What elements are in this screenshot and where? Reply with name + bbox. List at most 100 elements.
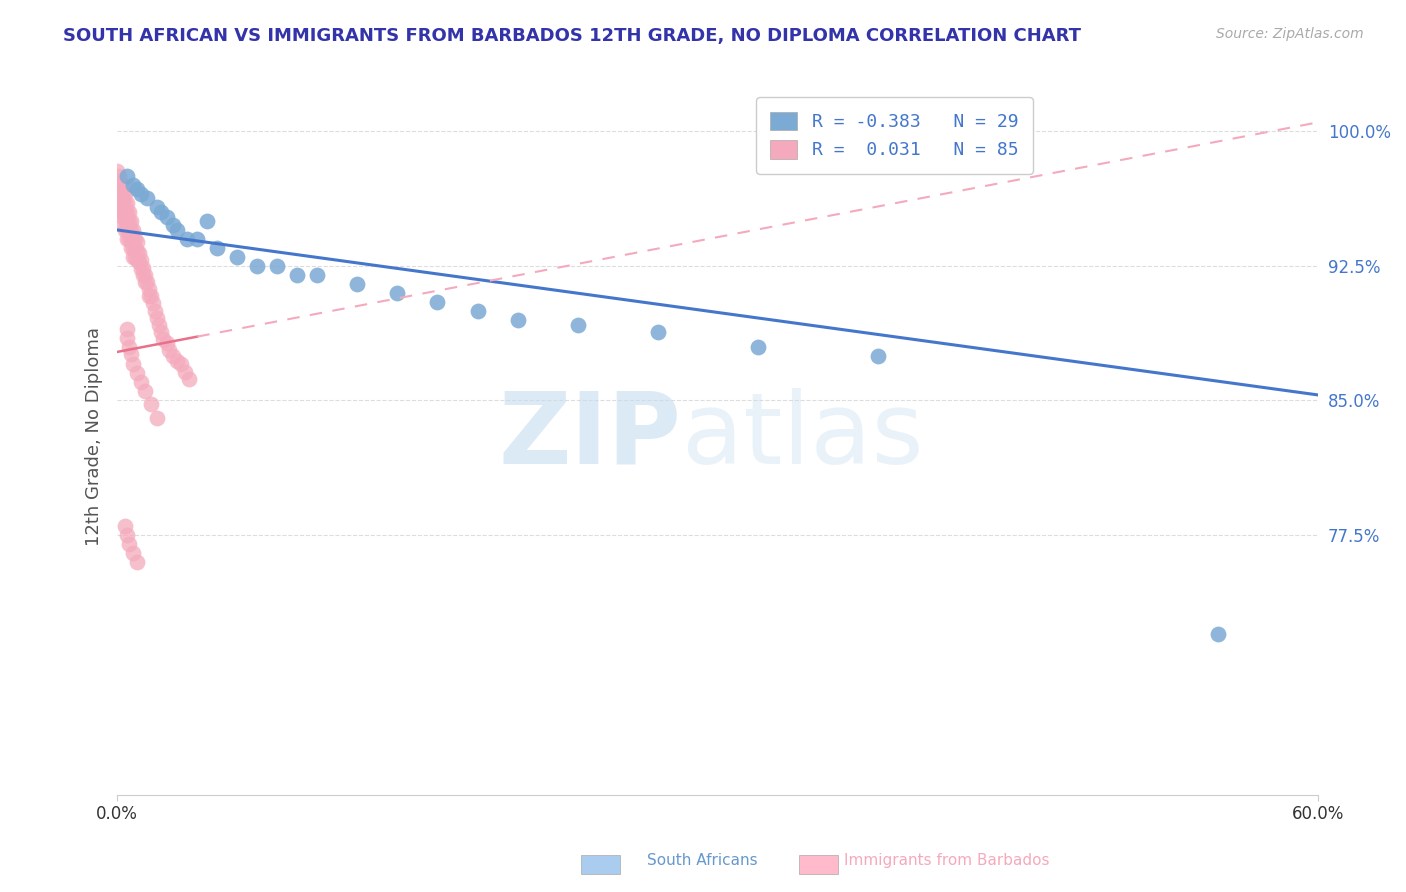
Point bbox=[112, 187, 135, 202]
Point bbox=[129, 376, 152, 390]
Point bbox=[166, 223, 188, 237]
Text: SOUTH AFRICAN VS IMMIGRANTS FROM BARBADOS 12TH GRADE, NO DIPLOMA CORRELATION CHA: SOUTH AFRICAN VS IMMIGRANTS FROM BARBADO… bbox=[63, 27, 1081, 45]
Legend: R = -0.383   N = 29, R =  0.031   N = 85: R = -0.383 N = 29, R = 0.031 N = 85 bbox=[756, 97, 1033, 174]
Point bbox=[122, 241, 145, 255]
Point bbox=[128, 246, 150, 260]
Point bbox=[128, 255, 150, 269]
Point bbox=[166, 354, 188, 368]
Point bbox=[115, 214, 138, 228]
Point bbox=[146, 200, 169, 214]
Point bbox=[152, 332, 174, 346]
Point bbox=[127, 367, 149, 381]
Text: ZIP: ZIP bbox=[499, 388, 682, 484]
Point bbox=[150, 205, 173, 219]
Point bbox=[138, 289, 160, 303]
Point bbox=[747, 340, 769, 354]
Point bbox=[186, 232, 208, 246]
Point bbox=[866, 349, 889, 363]
Point bbox=[105, 163, 128, 178]
Text: South Africans: South Africans bbox=[647, 854, 758, 868]
Point bbox=[115, 205, 138, 219]
Point bbox=[207, 241, 229, 255]
Point bbox=[179, 372, 201, 386]
Point bbox=[150, 325, 173, 339]
Y-axis label: 12th Grade, No Diploma: 12th Grade, No Diploma bbox=[86, 326, 103, 546]
Point bbox=[115, 232, 138, 246]
Point bbox=[115, 223, 138, 237]
Point bbox=[162, 218, 184, 232]
Point bbox=[346, 277, 368, 291]
Point bbox=[120, 241, 142, 255]
Point bbox=[108, 178, 131, 192]
Point bbox=[115, 196, 138, 211]
Point bbox=[114, 214, 136, 228]
Point bbox=[134, 384, 156, 399]
Point bbox=[118, 340, 141, 354]
Point bbox=[567, 318, 589, 332]
Point bbox=[120, 347, 142, 361]
Text: Source: ZipAtlas.com: Source: ZipAtlas.com bbox=[1216, 27, 1364, 41]
Point bbox=[467, 303, 489, 318]
Point bbox=[110, 205, 132, 219]
Point bbox=[142, 296, 165, 310]
Point bbox=[156, 211, 179, 225]
Point bbox=[122, 223, 145, 237]
Point bbox=[647, 325, 669, 339]
Point bbox=[112, 193, 135, 207]
Point bbox=[115, 321, 138, 335]
Point bbox=[129, 187, 152, 202]
Point bbox=[146, 411, 169, 425]
Point bbox=[110, 196, 132, 211]
Point bbox=[136, 191, 159, 205]
Point bbox=[124, 250, 146, 264]
Point bbox=[387, 285, 409, 300]
Point bbox=[110, 178, 132, 192]
Point bbox=[115, 169, 138, 183]
Point bbox=[138, 282, 160, 296]
Point bbox=[127, 555, 149, 569]
Point bbox=[118, 214, 141, 228]
Point bbox=[307, 268, 329, 282]
Point bbox=[118, 232, 141, 246]
Point bbox=[127, 235, 149, 250]
Point bbox=[122, 250, 145, 264]
Point bbox=[112, 218, 135, 232]
Point bbox=[1206, 626, 1229, 640]
Point bbox=[426, 294, 449, 309]
Point bbox=[156, 335, 179, 350]
Point bbox=[134, 275, 156, 289]
Point bbox=[124, 232, 146, 246]
Point bbox=[112, 211, 135, 225]
Point bbox=[120, 232, 142, 246]
Point bbox=[226, 250, 249, 264]
Point bbox=[112, 205, 135, 219]
Point bbox=[141, 397, 163, 411]
Point bbox=[124, 241, 146, 255]
Point bbox=[127, 244, 149, 259]
Text: Immigrants from Barbados: Immigrants from Barbados bbox=[844, 854, 1049, 868]
Point bbox=[122, 232, 145, 246]
Point bbox=[122, 178, 145, 192]
Point bbox=[195, 214, 218, 228]
Point bbox=[115, 330, 138, 344]
Point bbox=[174, 365, 197, 379]
Point bbox=[115, 528, 138, 542]
Point bbox=[162, 349, 184, 363]
Point bbox=[148, 318, 170, 332]
Point bbox=[246, 259, 269, 273]
Point bbox=[114, 196, 136, 211]
Text: atlas: atlas bbox=[682, 388, 924, 484]
Point bbox=[285, 268, 308, 282]
Point bbox=[176, 232, 198, 246]
Point bbox=[129, 262, 152, 277]
Point bbox=[170, 358, 193, 372]
Point bbox=[118, 537, 141, 551]
Point bbox=[136, 275, 159, 289]
Point bbox=[110, 187, 132, 202]
Point bbox=[157, 343, 180, 358]
Point bbox=[114, 223, 136, 237]
Point bbox=[132, 260, 155, 275]
Point bbox=[114, 205, 136, 219]
Point bbox=[120, 223, 142, 237]
Point bbox=[506, 312, 529, 326]
